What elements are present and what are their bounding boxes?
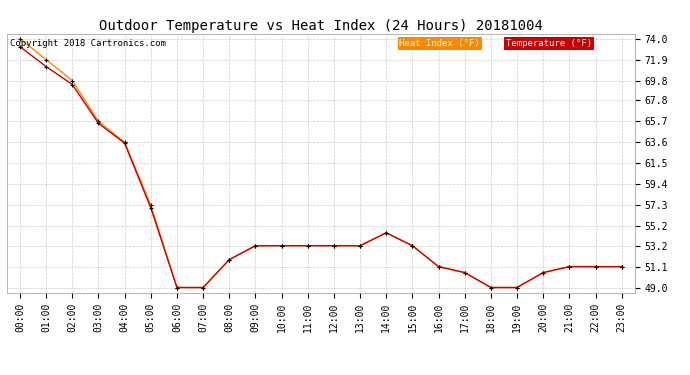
Title: Outdoor Temperature vs Heat Index (24 Hours) 20181004: Outdoor Temperature vs Heat Index (24 Ho… (99, 19, 543, 33)
Text: Temperature (°F): Temperature (°F) (506, 39, 592, 48)
Text: Heat Index (°F): Heat Index (°F) (400, 39, 480, 48)
Text: Copyright 2018 Cartronics.com: Copyright 2018 Cartronics.com (10, 39, 166, 48)
